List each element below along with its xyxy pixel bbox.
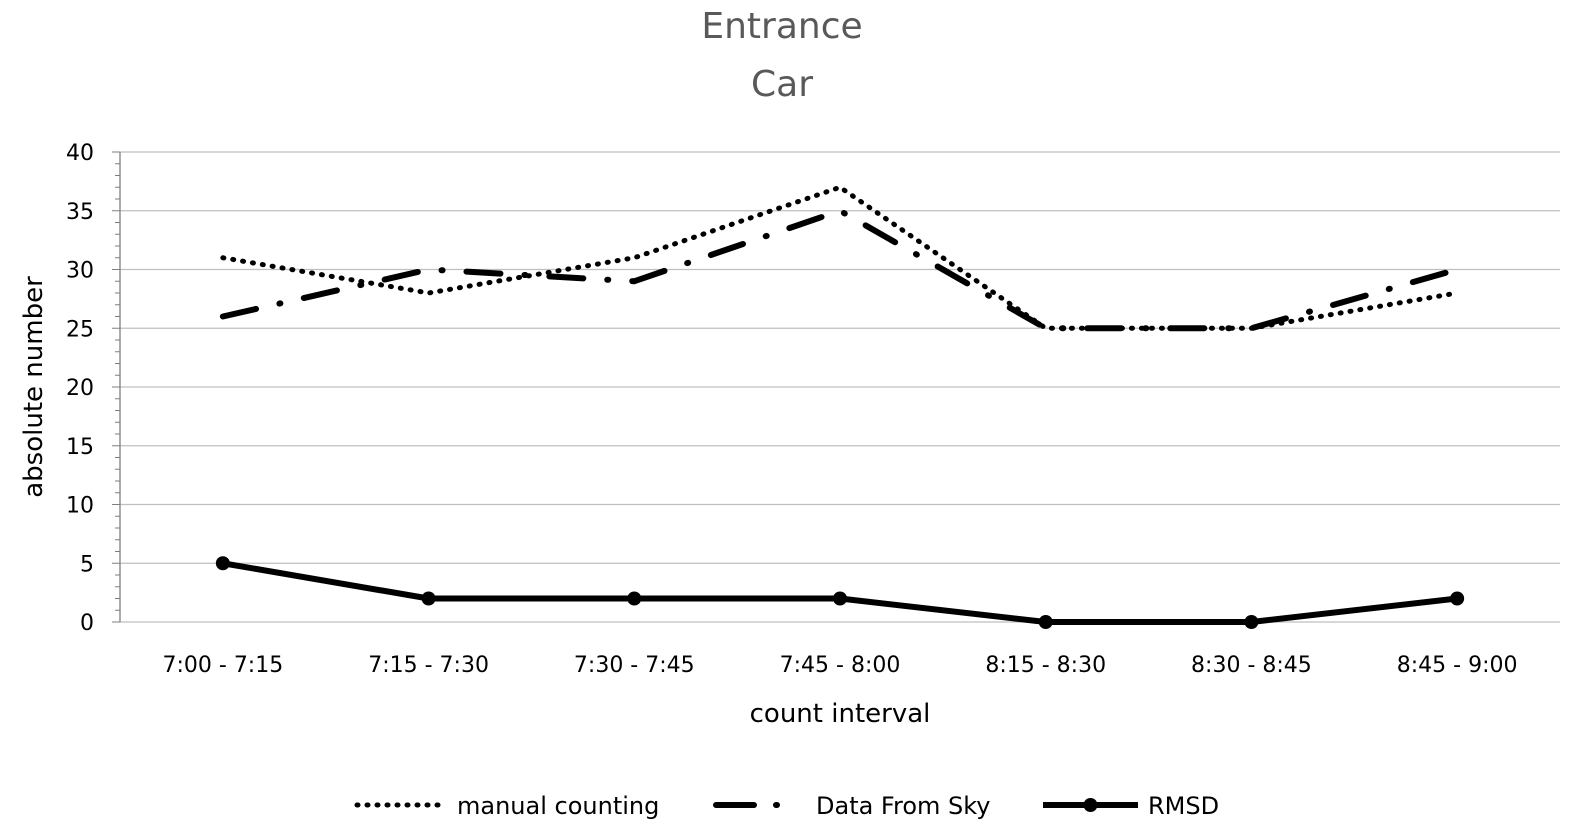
legend-label-0: manual counting <box>457 792 659 820</box>
legend-marker <box>1083 798 1098 812</box>
x-axis-label: count interval <box>750 699 931 729</box>
y-axis <box>112 151 121 623</box>
x-tick-label: 7:00 - 7:15 <box>162 653 283 678</box>
y-tick-label: 5 <box>80 552 94 577</box>
y-tick-label: 15 <box>66 435 94 460</box>
chart-title: Entrance <box>701 6 862 47</box>
data-point-marker <box>421 591 436 606</box>
y-tick-label: 25 <box>66 317 94 342</box>
x-tick-label: 8:45 - 9:00 <box>1397 653 1518 678</box>
data-point-marker <box>627 591 642 606</box>
data-point-marker <box>1244 615 1259 629</box>
y-tick-label: 40 <box>66 141 94 166</box>
x-tick-label: 8:15 - 8:30 <box>985 653 1106 678</box>
series-line-1 <box>219 207 1461 332</box>
y-tick-label: 0 <box>80 611 94 636</box>
y-tick-labels: 0 5 10 15 20 25 30 35 40 <box>66 141 94 636</box>
y-tick-label: 35 <box>66 200 94 225</box>
x-tick-label: 7:30 - 7:45 <box>574 653 695 678</box>
data-point-marker <box>1038 615 1053 629</box>
y-axis-label: absolute number <box>19 276 49 498</box>
x-tick-label: 7:45 - 8:00 <box>780 653 901 678</box>
legend-label-2: RMSD <box>1148 792 1219 820</box>
data-point-marker <box>833 591 847 606</box>
series-line-0 <box>220 184 1460 331</box>
chart-subtitle: Car <box>751 64 813 105</box>
gridlines <box>120 151 1560 623</box>
series-lines <box>215 184 1465 629</box>
legend-label-1: Data From Sky <box>816 792 991 820</box>
y-tick-label: 20 <box>66 376 94 401</box>
legend: manual counting Data From Sky RMSD <box>354 792 1219 820</box>
data-point-marker <box>1450 591 1465 606</box>
x-tick-labels: 7:00 - 7:15 7:15 - 7:30 7:30 - 7:45 7:45 - … <box>162 653 1517 678</box>
y-tick-label: 30 <box>66 259 94 284</box>
x-tick-label: 7:15 - 7:30 <box>368 653 489 678</box>
x-tick-label: 8:30 - 8:45 <box>1191 653 1312 678</box>
y-tick-label: 10 <box>66 494 94 519</box>
data-point-marker <box>215 556 230 571</box>
